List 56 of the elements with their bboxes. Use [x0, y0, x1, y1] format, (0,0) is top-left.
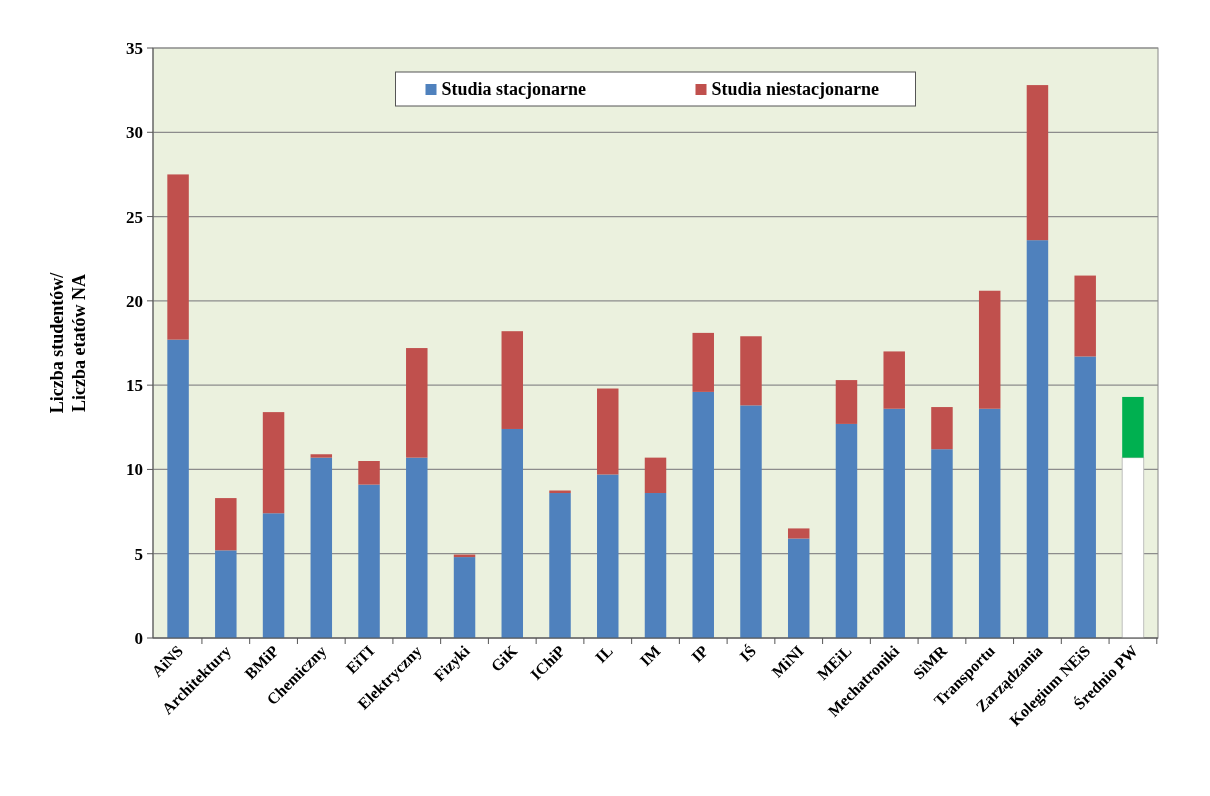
- bar: [597, 474, 619, 638]
- bar: [978, 290, 1001, 409]
- bar: [692, 332, 714, 392]
- bar: [883, 408, 905, 638]
- bar: [310, 454, 333, 458]
- bar: [835, 380, 858, 424]
- x-tick-label: IM: [636, 642, 664, 670]
- bar: [358, 484, 380, 638]
- bar: [1074, 356, 1096, 638]
- y-tick-label: 30: [126, 123, 143, 143]
- bar: [1074, 275, 1096, 357]
- bar: [215, 498, 237, 551]
- y-tick-label: 35: [126, 38, 143, 58]
- bar: [978, 408, 1001, 638]
- bar: [644, 457, 667, 494]
- y-tick-label: 5: [134, 544, 143, 564]
- bar: [597, 388, 619, 475]
- bar: [358, 461, 380, 485]
- bar: [549, 493, 571, 638]
- bar: [262, 412, 285, 514]
- y-tick-label: 20: [126, 291, 143, 311]
- bar: [406, 457, 428, 638]
- bar: [883, 351, 905, 409]
- bar: [787, 528, 810, 539]
- bar: [644, 493, 667, 638]
- legend-label: Studia niestacjonarne: [711, 79, 880, 99]
- bar: [931, 407, 953, 450]
- bar: [167, 339, 189, 638]
- bar: [1026, 240, 1049, 638]
- bar: [453, 557, 476, 638]
- x-tick-label: IP: [688, 641, 712, 666]
- bar: [740, 405, 762, 638]
- bar: [1122, 396, 1144, 458]
- bar: [1026, 85, 1049, 241]
- x-tick-label: IŚ: [735, 641, 760, 665]
- bar: [501, 428, 524, 638]
- bar: [215, 550, 237, 638]
- y-tick-label: 10: [126, 460, 143, 480]
- y-axis-title: Liczba studentów/ Liczba etatów NA: [47, 271, 89, 414]
- y-tick-label: 0: [134, 628, 143, 648]
- x-tick-label: IL: [591, 642, 616, 667]
- legend-label: Studia stacjonarne: [441, 79, 587, 99]
- bar: [931, 449, 953, 638]
- bar: [406, 348, 428, 458]
- y-tick-label: 25: [126, 207, 143, 227]
- x-tick-label: GiK: [487, 641, 521, 675]
- y-tick-label: 15: [126, 376, 143, 396]
- bar: [167, 174, 189, 340]
- bar: [692, 391, 714, 638]
- bar: [501, 331, 524, 429]
- bar: [787, 538, 810, 638]
- bar: [835, 423, 858, 638]
- bar: [310, 457, 333, 638]
- bar: [262, 513, 285, 638]
- bar: [1121, 457, 1145, 639]
- bar: [740, 336, 762, 406]
